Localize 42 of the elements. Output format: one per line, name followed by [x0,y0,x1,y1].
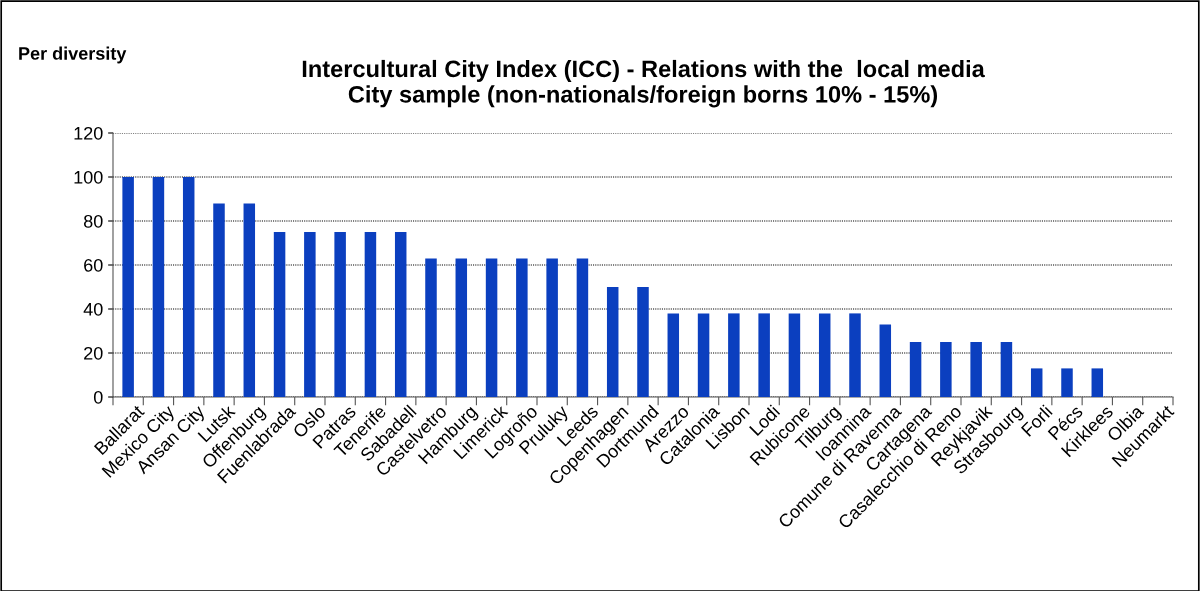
bar [152,177,165,397]
bar [697,313,710,397]
bar [788,313,801,397]
bar [667,313,680,397]
chart-title: Intercultural City Index (ICC) - Relations with the local media City sample (non-nationals/foreign borns 10% - 15%) [302,59,985,108]
y-tick-label: 80 [83,214,103,228]
y-tick-label: 100 [74,170,103,184]
bar [818,313,831,397]
bar [516,258,528,397]
bar [758,313,770,397]
text: Per diversity [19,46,127,64]
bar [1091,368,1104,397]
bar [273,232,286,397]
y-tick-label: 60 [84,258,103,272]
bar [1061,368,1073,397]
bar [485,258,498,397]
bar [546,258,558,397]
bar [879,324,892,397]
bar [243,203,256,397]
bar [334,232,346,397]
bar [1030,368,1043,397]
y-tick-label: 40 [83,302,103,316]
bar [909,342,922,397]
bar [728,313,740,397]
y-tick-label: 20 [84,346,103,360]
bar [970,342,982,397]
bar [182,177,195,397]
bar [849,313,861,397]
bar [637,287,649,397]
bar [364,232,377,397]
bar [394,232,407,397]
bar [122,177,134,397]
bar [213,203,225,397]
bar [576,258,589,397]
y-tick-label: 120 [74,126,103,140]
bar [1000,342,1013,397]
bar [606,287,619,397]
y-tick-label: 0 [93,390,103,404]
bar [455,258,468,397]
bar [425,258,437,397]
bar [304,232,316,397]
bar [940,342,952,397]
